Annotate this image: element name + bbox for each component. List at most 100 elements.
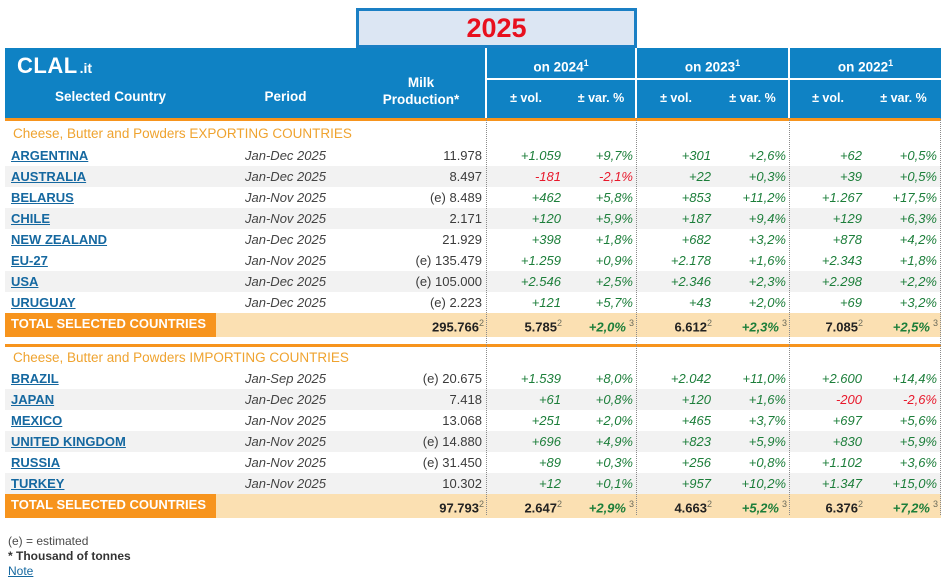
country-link[interactable]: BRAZIL [11, 371, 59, 386]
country-link[interactable]: URUGUAY [11, 295, 76, 310]
country-link[interactable]: BELARUS [11, 190, 74, 205]
production-header-line1: Milk [407, 75, 435, 90]
total-production-cell: 295.7662 [355, 313, 487, 338]
period-cell: Jan-Dec 2025 [245, 392, 326, 407]
vol-on-2023-cell: +823 [681, 434, 711, 449]
column-divider [636, 118, 637, 515]
var-on-2024-cell: +1,8% [595, 232, 633, 247]
production-cell: 8.497 [449, 169, 482, 184]
country-link[interactable]: UNITED KINGDOM [11, 434, 126, 449]
table-row: BRAZIL Jan-Sep 2025 (e) 20.675 +1.539 +8… [5, 368, 941, 389]
var-on-2023-cell: +10,2% [741, 476, 786, 491]
country-link[interactable]: CHILE [11, 211, 50, 226]
logo-suffix: .it [79, 60, 93, 76]
section-gap [5, 334, 941, 344]
country-link[interactable]: NEW ZEALAND [11, 232, 108, 247]
total-production-cell: 97.7932 [355, 494, 487, 519]
period-cell: Jan-Sep 2025 [245, 371, 326, 386]
country-cell: NEW ZEALAND [5, 229, 216, 250]
country-cell: CHILE [5, 208, 216, 229]
country-cell: UNITED KINGDOM [5, 431, 216, 452]
period-cell: Jan-Nov 2025 [245, 476, 326, 491]
column-divider [486, 118, 487, 515]
table-row: UNITED KINGDOM Jan-Nov 2025 (e) 14.880 +… [5, 431, 941, 452]
vol-on-2022-cell: +697 [832, 413, 862, 428]
vol-on-2023-cell: +43 [688, 295, 711, 310]
table-row: CHILE Jan-Nov 2025 2.171 +120 +5,9% +187… [5, 208, 941, 229]
table-row: USA Jan-Dec 2025 (e) 105.000 +2.546 +2,5… [5, 271, 941, 292]
total-vol-2024-cell: 2.6472 [487, 494, 565, 519]
production-cell: (e) 8.489 [429, 190, 482, 205]
vol-on-2024-cell: +1.259 [520, 253, 561, 268]
country-link[interactable]: USA [11, 274, 39, 289]
total-var-2024-cell: +2,0% 3 [565, 313, 637, 338]
var-on-2024-cell: +0,9% [595, 253, 633, 268]
var-on-2023-cell: +3,2% [748, 232, 786, 247]
vol-on-2023-cell: +957 [681, 476, 711, 491]
var-on-2023-cell: +2,6% [748, 148, 786, 163]
country-link[interactable]: EU-27 [11, 253, 48, 268]
period-cell: Jan-Dec 2025 [245, 148, 326, 163]
country-link[interactable]: AUSTRALIA [11, 169, 87, 184]
total-vol-2024-cell: 5.7852 [487, 313, 565, 338]
table-header: CLAL .it Selected Country Period Milk Prod… [5, 48, 941, 118]
vol-on-2023-cell: +256 [681, 455, 711, 470]
var-on-2024-cell: +2,0% [595, 413, 633, 428]
var-on-2022-cell: +5,9% [899, 434, 937, 449]
country-cell: ARGENTINA [5, 145, 216, 166]
vol-on-2022-cell: +2.343 [821, 253, 862, 268]
vol-on-2024-cell: +398 [531, 232, 561, 247]
production-cell: 13.068 [442, 413, 482, 428]
subheader-var-2023: ± var. % [729, 91, 776, 105]
vol-on-2023-cell: +2.346 [670, 274, 711, 289]
var-on-2022-cell: -2,6% [903, 392, 937, 407]
header-separator [485, 48, 487, 118]
total-label: TOTAL SELECTED COUNTRIES [5, 313, 216, 338]
var-on-2023-cell: +0,3% [748, 169, 786, 184]
total-vol-2022-cell: 6.3762 [790, 494, 866, 519]
country-cell: BELARUS [5, 187, 216, 208]
var-on-2023-cell: +2,3% [748, 274, 786, 289]
var-on-2022-cell: +0,5% [899, 148, 937, 163]
production-cell: (e) 31.450 [422, 455, 482, 470]
period-cell: Jan-Nov 2025 [245, 253, 326, 268]
clal-logo[interactable]: CLAL .it [17, 53, 92, 79]
vol-on-2022-cell: +129 [832, 211, 862, 226]
column-divider [789, 118, 790, 515]
period-cell: Jan-Nov 2025 [245, 434, 326, 449]
vol-on-2023-cell: +2.042 [670, 371, 711, 386]
country-link[interactable]: ARGENTINA [11, 148, 89, 163]
total-label: TOTAL SELECTED COUNTRIES [5, 494, 216, 519]
total-empty-cell [216, 313, 355, 338]
country-link[interactable]: TURKEY [11, 476, 65, 491]
subheader-var-2024: ± var. % [577, 91, 625, 105]
header-separator [788, 48, 790, 118]
vol-on-2022-cell: +1.267 [821, 190, 862, 205]
var-on-2024-cell: +0,1% [595, 476, 633, 491]
production-cell: 2.171 [449, 211, 482, 226]
total-var-2023-cell: +2,3% 3 [715, 313, 790, 338]
country-cell: BRAZIL [5, 368, 216, 389]
var-on-2022-cell: +15,0% [892, 476, 937, 491]
country-cell: EU-27 [5, 250, 216, 271]
vol-on-2022-cell: +878 [832, 232, 862, 247]
total-row-exporting: TOTAL SELECTED COUNTRIES 295.7662 5.7852… [5, 313, 941, 338]
country-link[interactable]: JAPAN [11, 392, 55, 407]
total-vol-2022-cell: 7.0852 [790, 313, 866, 338]
country-link[interactable]: RUSSIA [11, 455, 61, 470]
vol-on-2024-cell: +1.059 [520, 148, 561, 163]
year-label: 2025 [466, 13, 527, 43]
var-on-2022-cell: +3,6% [899, 455, 937, 470]
note-link[interactable]: Note [8, 564, 34, 578]
var-on-2023-cell: +11,2% [742, 190, 787, 205]
table-row: MEXICO Jan-Nov 2025 13.068 +251 +2,0% +4… [5, 410, 941, 431]
var-on-2022-cell: +0,5% [899, 169, 937, 184]
country-link[interactable]: MEXICO [11, 413, 63, 428]
footnotes: (e) = estimated * Thousand of tonnes Not… [8, 534, 131, 579]
vol-on-2022-cell: -200 [835, 392, 862, 407]
production-cell: (e) 105.000 [415, 274, 483, 289]
vol-on-2024-cell: +120 [531, 211, 561, 226]
var-on-2023-cell: +0,8% [748, 455, 786, 470]
var-on-2022-cell: +1,8% [899, 253, 937, 268]
subheader-var-2022: ± var. % [880, 91, 927, 105]
